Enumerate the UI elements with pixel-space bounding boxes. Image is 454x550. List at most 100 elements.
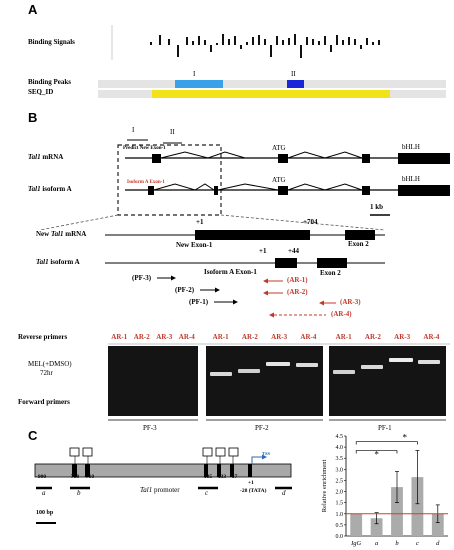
signal-bar xyxy=(330,45,332,52)
gene-structure-diagram xyxy=(39,139,450,231)
atg-label-2: ATG xyxy=(272,176,286,184)
lane-label: AR-3 xyxy=(156,333,173,341)
tal1-mrna-gene: Tal1 xyxy=(28,153,41,161)
signal-bar xyxy=(258,35,260,45)
pos-133: -133 xyxy=(216,474,227,480)
y-axis-label: Relative enrichment xyxy=(321,460,328,513)
bar xyxy=(391,487,403,536)
isoform-zoom-suffix: isoform A xyxy=(50,258,80,266)
ar1-label: (AR-1) xyxy=(287,276,308,284)
panel-b-letter: B xyxy=(28,110,38,125)
bar xyxy=(370,518,383,536)
x-tick-label: b xyxy=(395,540,399,547)
seq-id-bar xyxy=(152,90,390,98)
signal-bar xyxy=(276,36,278,45)
binding-signals-label: Binding Signals xyxy=(28,38,75,46)
forward-primers-label: Forward primers xyxy=(18,398,70,406)
tal1-mrna-label: Tal1 mRNA xyxy=(28,153,63,161)
x-tick-label: a xyxy=(375,540,378,547)
significance-star: * xyxy=(374,449,379,459)
new-mrna-gene: Tal1 xyxy=(50,230,64,238)
signal-bar xyxy=(228,39,230,45)
atg-label-1: ATG xyxy=(272,144,286,152)
pos-710: -710 xyxy=(84,474,95,480)
scale-100bp-label: 100 bp xyxy=(36,510,54,516)
region-c-label: c xyxy=(205,489,209,497)
x-tick-label: c xyxy=(416,540,419,547)
isoform-zoom-gene: Tal1 xyxy=(36,258,49,266)
plus1-top-label: +1 xyxy=(196,218,204,226)
promoter-bar xyxy=(34,463,292,478)
x-tick-label: d xyxy=(436,540,440,547)
gel-pf1 xyxy=(329,346,446,416)
lane-label: AR-2 xyxy=(364,333,381,341)
y-tick-label: 1.0 xyxy=(336,512,344,518)
bhlh-label-2: bHLH xyxy=(402,175,420,183)
y-tick-label: 3.0 xyxy=(336,467,344,473)
signal-bar xyxy=(318,41,320,45)
signal-bar xyxy=(264,39,266,45)
x-tick-label: IgG xyxy=(350,540,361,547)
region-ii-label: II xyxy=(170,128,175,136)
isoform-exon-label: Isoform A Exon-1 xyxy=(127,180,165,185)
signal-bar xyxy=(354,39,356,45)
lane-label: AR-4 xyxy=(178,333,195,341)
signal-bar xyxy=(288,38,290,45)
exon2-top-label: Exon 2 xyxy=(348,240,369,248)
signal-bar xyxy=(294,34,296,45)
lane-label: AR-4 xyxy=(423,333,440,341)
ar4-label: (AR-4) xyxy=(331,310,352,318)
bar xyxy=(350,513,363,536)
signal-bar xyxy=(372,42,374,45)
region-a-label: a xyxy=(42,489,46,497)
peak-ii-label: II xyxy=(291,70,296,78)
signal-bar xyxy=(342,40,344,45)
seq-id-label: SEQ_ID xyxy=(28,88,54,96)
region-b-label: b xyxy=(77,489,81,497)
y-tick-label: 2.0 xyxy=(336,490,344,496)
promoter-suffix: promoter xyxy=(153,486,180,494)
predict-new-exon-label: Predict New Exon-1 xyxy=(123,146,166,151)
tss-label: TSS xyxy=(262,451,271,456)
signal-bar xyxy=(159,35,161,45)
signal-bar xyxy=(186,37,188,45)
signal-bar xyxy=(348,37,350,45)
enrichment-bar-chart: 0.0 0.5 1.0 1.5 2.0 2.5 3.0 3.5 4.0 4.5 Relative e… xyxy=(321,433,448,547)
lane-label: AR-2 xyxy=(241,333,258,341)
significance-star: * xyxy=(403,433,408,443)
signal-bar xyxy=(282,40,284,45)
promoter-diagram xyxy=(34,447,292,524)
group-pf3-label: PF-3 xyxy=(143,424,157,432)
signal-bar xyxy=(336,35,338,45)
ar2-label: (AR-2) xyxy=(287,288,308,296)
peaks-track xyxy=(98,80,446,88)
signal-bar xyxy=(324,36,326,45)
signal-bar xyxy=(168,39,170,45)
pos-788: -788 xyxy=(69,474,80,480)
promoter-label: Tal1 promoter xyxy=(140,486,180,494)
pf1-label: (PF-1) xyxy=(189,298,209,306)
isoform-exon1-zoom-label: Isoform A Exon-1 xyxy=(204,268,257,276)
pos-plus1: +1 xyxy=(248,480,254,486)
group-pf1-label: PF-1 xyxy=(378,424,392,432)
binding-tracks xyxy=(98,25,446,98)
peak-i-label: I xyxy=(193,70,196,78)
tal1-isoform-label: Tal1 isoform A xyxy=(28,185,72,193)
y-tick-label: 0.5 xyxy=(336,523,344,529)
lane-label: AR-1 xyxy=(111,333,128,341)
ar3-label: (AR-3) xyxy=(340,298,361,306)
y-tick-label: 2.5 xyxy=(336,478,344,484)
tal1-isoform-gene: Tal1 xyxy=(28,185,41,193)
plus704-label: +704 xyxy=(303,218,318,226)
exon2-bottom-label: Exon 2 xyxy=(320,269,341,277)
lane-labels-pf2: AR-1 AR-2 AR-3 AR-4 xyxy=(206,333,323,341)
signal-bar xyxy=(216,43,218,45)
lane-labels-pf3: AR-1 AR-2 AR-3 AR-4 xyxy=(108,333,198,341)
lane-label: AR-3 xyxy=(271,333,288,341)
zoom-exon-diagram xyxy=(105,230,385,318)
plus44-label: +44 xyxy=(288,247,299,255)
bar xyxy=(411,477,424,536)
plus1-bottom-label: +1 xyxy=(259,247,267,255)
lane-label: AR-1 xyxy=(335,333,352,341)
reverse-primers-label: Reverse primers xyxy=(18,333,68,341)
